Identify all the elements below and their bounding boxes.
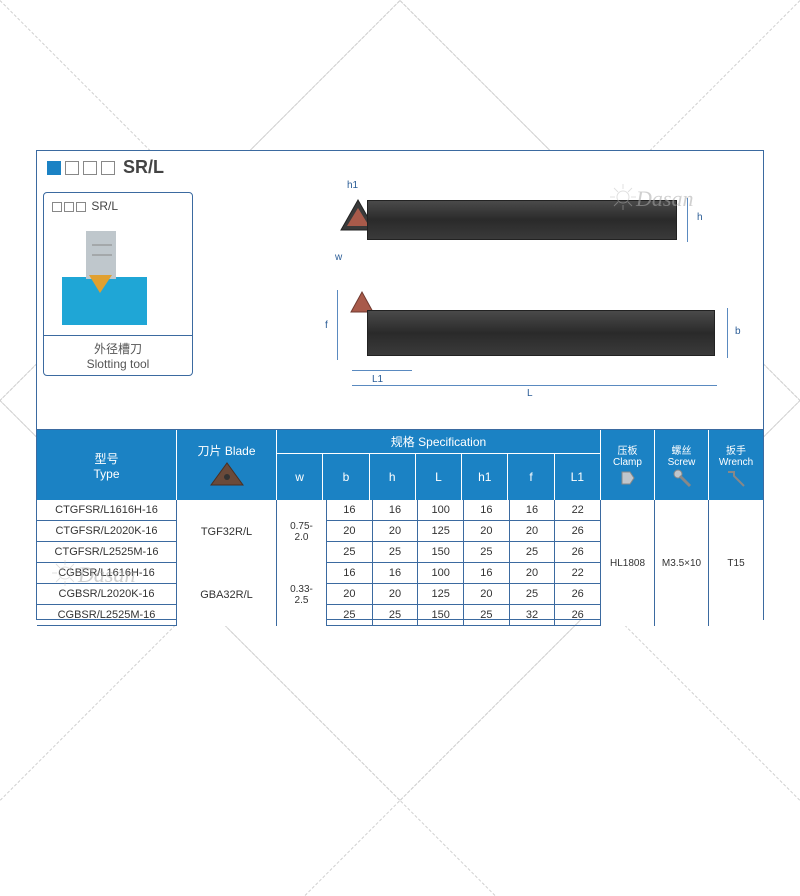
cell-blade: GBA32R/L — [177, 563, 277, 626]
title-text: SR/L — [123, 157, 164, 178]
dim-b: b — [735, 326, 741, 337]
cell-b: 16 — [327, 500, 373, 520]
watermark-sun-icon — [610, 184, 636, 210]
cell-L: 100 — [418, 563, 464, 583]
cell-h1: 25 — [464, 605, 510, 625]
spec-col-f: f — [508, 454, 554, 500]
cell-h1: 20 — [464, 584, 510, 604]
cell-f: 25 — [510, 584, 556, 604]
cell-f: 25 — [510, 542, 556, 562]
spec-col-w: w — [277, 454, 323, 500]
dim-h: h — [697, 212, 703, 223]
slotting-tool-icon — [44, 215, 194, 335]
dim-f: f — [325, 320, 328, 331]
spec-col-b: b — [323, 454, 369, 500]
cell-clamp: HL1808 — [601, 500, 655, 626]
technical-drawing: SR/L 外径槽刀 Slotting tool — [37, 180, 763, 430]
cell-type: CGBSR/L2020K-16 — [37, 584, 177, 604]
cell-L1: 26 — [555, 521, 601, 541]
cell-f: 20 — [510, 521, 556, 541]
callout-label-cn: 外径槽刀 — [44, 340, 192, 357]
cell-h: 25 — [373, 605, 419, 625]
cell-f: 20 — [510, 563, 556, 583]
table-header: 型号 Type 刀片 Blade 规格 Specification wbhLh1… — [37, 430, 763, 500]
watermark-sun-icon — [52, 560, 78, 586]
cell-L1: 26 — [555, 542, 601, 562]
title-box — [101, 161, 115, 175]
cell-h1: 20 — [464, 521, 510, 541]
cell-b: 25 — [327, 605, 373, 625]
cell-b: 20 — [327, 521, 373, 541]
blade-icon — [207, 459, 247, 489]
cell-L: 150 — [418, 605, 464, 625]
cell-h1: 16 — [464, 500, 510, 520]
spec-col-h: h — [370, 454, 416, 500]
spec-table: 型号 Type 刀片 Blade 规格 Specification wbhLh1… — [37, 430, 763, 626]
dim-w: w — [335, 252, 342, 263]
spec-col-L: L — [416, 454, 462, 500]
cell-b: 16 — [327, 563, 373, 583]
table-row: CTGFSR/L1616H-16TGF32R/L0.75- 2.01616100… — [37, 500, 763, 521]
cell-w: 0.75- 2.0 — [277, 500, 327, 563]
cell-blade: TGF32R/L — [177, 500, 277, 563]
dim-h1: h1 — [347, 180, 358, 191]
cell-wrench: T15 — [709, 500, 763, 626]
cell-h1: 16 — [464, 563, 510, 583]
hdr-type-cn: 型号 — [94, 450, 118, 467]
cell-L: 125 — [418, 584, 464, 604]
spec-col-h1: h1 — [462, 454, 508, 500]
spec-col-L1: L1 — [555, 454, 600, 500]
cell-h: 20 — [373, 521, 419, 541]
cell-h: 16 — [373, 563, 419, 583]
cell-f: 32 — [510, 605, 556, 625]
tool-drawing: h1 h w f b L1 L — [207, 180, 763, 429]
cell-type: CTGFSR/L1616H-16 — [37, 500, 177, 520]
wrench-icon — [724, 468, 748, 488]
cell-h: 16 — [373, 500, 419, 520]
dim-L: L — [527, 388, 533, 399]
cell-h: 20 — [373, 584, 419, 604]
hdr-type-en: Type — [93, 467, 119, 481]
cell-type: CGBSR/L2525M-16 — [37, 605, 177, 625]
cell-w: 0.33- 2.5 — [277, 563, 327, 626]
cell-b: 25 — [327, 542, 373, 562]
sheet-title: SR/L — [37, 151, 763, 180]
cell-h: 25 — [373, 542, 419, 562]
dim-L1: L1 — [372, 374, 383, 385]
clamp-icon — [616, 468, 640, 488]
cell-f: 16 — [510, 500, 556, 520]
cell-screw: M3.5×10 — [655, 500, 709, 626]
callout-label-en: Slotting tool — [44, 357, 192, 371]
cell-L: 125 — [418, 521, 464, 541]
screw-icon — [670, 468, 694, 488]
title-box-filled — [47, 161, 61, 175]
cell-L1: 22 — [555, 563, 601, 583]
callout-panel: SR/L 外径槽刀 Slotting tool — [43, 192, 193, 376]
cell-L: 150 — [418, 542, 464, 562]
callout-title: SR/L — [91, 199, 118, 213]
title-box — [83, 161, 97, 175]
cell-h1: 25 — [464, 542, 510, 562]
spec-sheet: SR/L SR/L — [36, 150, 764, 620]
cell-L1: 26 — [555, 605, 601, 625]
cell-type: CTGFSR/L2525M-16 — [37, 542, 177, 562]
cell-L1: 22 — [555, 500, 601, 520]
cell-type: CTGFSR/L2020K-16 — [37, 521, 177, 541]
title-box — [65, 161, 79, 175]
cell-L1: 26 — [555, 584, 601, 604]
cell-b: 20 — [327, 584, 373, 604]
cell-L: 100 — [418, 500, 464, 520]
